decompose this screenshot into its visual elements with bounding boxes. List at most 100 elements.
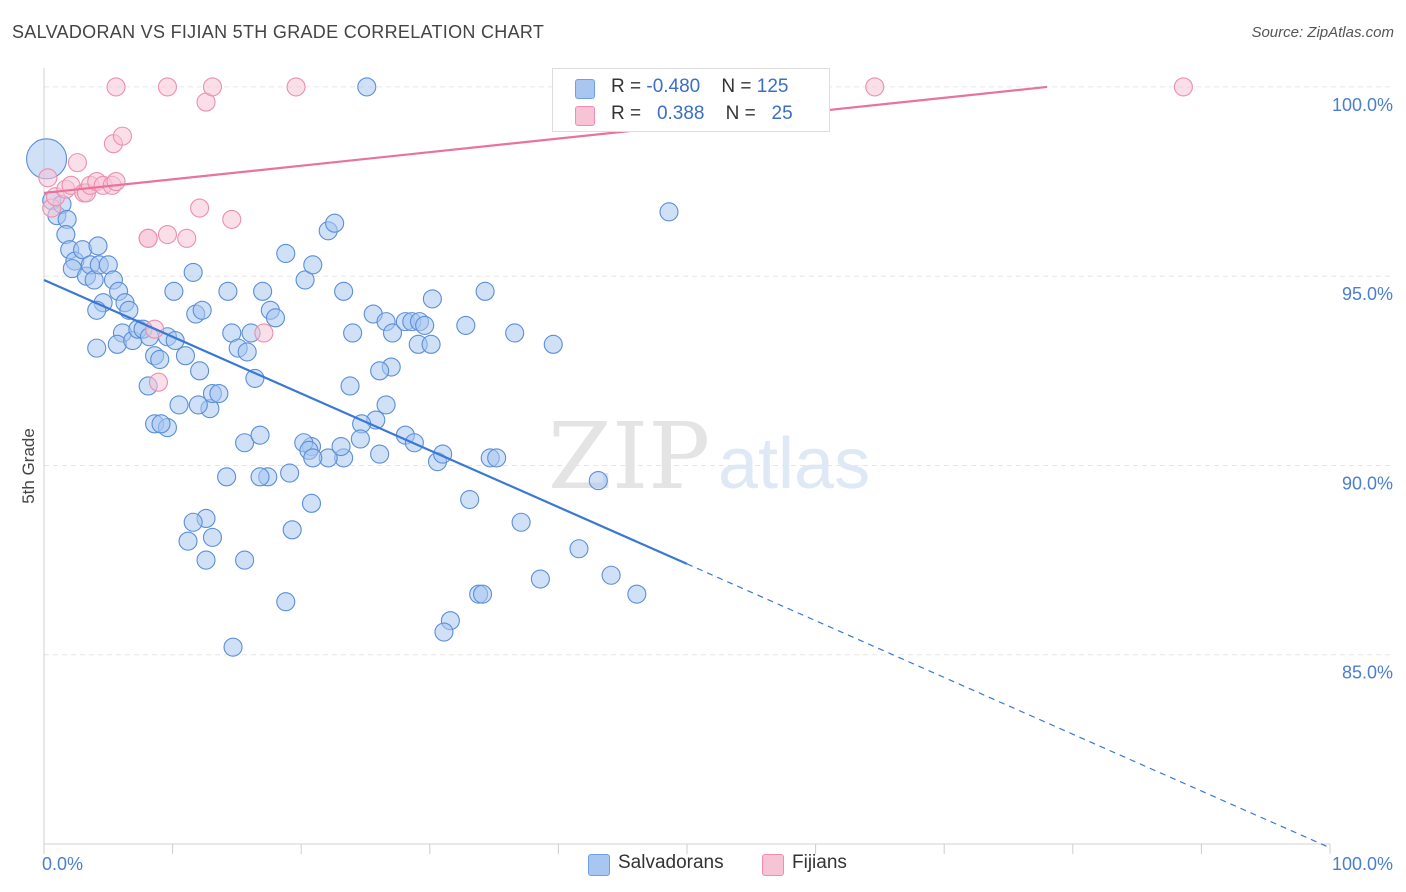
r-value: -0.480	[646, 76, 701, 97]
fijian-trend-line	[43, 85, 1048, 195]
salvadoran-trend-line	[43, 278, 688, 565]
data-point	[38, 168, 58, 188]
data-point	[157, 77, 178, 97]
data-point	[164, 281, 184, 301]
swatch-fijians	[762, 854, 784, 876]
data-point	[588, 471, 608, 491]
data-point	[190, 198, 210, 218]
data-point	[190, 361, 210, 381]
salvadoran-trend-extension	[686, 563, 1331, 849]
data-point	[370, 361, 390, 381]
data-point	[334, 281, 354, 301]
data-point	[202, 527, 223, 547]
data-point	[627, 584, 647, 604]
data-point	[151, 414, 171, 434]
data-point	[87, 338, 107, 358]
data-point	[460, 489, 480, 510]
data-point	[303, 255, 323, 275]
data-point	[237, 342, 257, 362]
data-point	[331, 436, 351, 457]
y-tick-label: 100.0%	[1332, 95, 1393, 115]
data-point	[569, 539, 589, 559]
y-tick-label: 95.0%	[1342, 284, 1393, 304]
data-point	[217, 467, 237, 487]
data-point	[1173, 77, 1193, 97]
y-axis-label: 5th Grade	[19, 428, 38, 504]
label-fijians: Fijians	[792, 852, 847, 873]
data-point	[202, 77, 223, 97]
r-value: 0.388	[656, 103, 705, 124]
y-tick-label: 85.0%	[1342, 663, 1393, 683]
data-point	[456, 315, 476, 335]
watermark: ZIP atlas	[548, 403, 870, 510]
data-point	[434, 622, 454, 642]
data-point	[222, 209, 242, 229]
data-point	[254, 323, 274, 343]
data-point	[218, 281, 238, 301]
legend-text: R = -0.480 N = 125	[611, 76, 788, 98]
data-point	[303, 448, 323, 468]
data-point	[177, 228, 197, 248]
correlation-legend: R = -0.480 N = 125 R = 0.388 N = 25	[552, 68, 830, 132]
data-point	[157, 225, 178, 245]
label-salvadorans: Salvadorans	[618, 852, 724, 873]
data-point	[382, 323, 403, 343]
data-point	[192, 300, 212, 320]
data-point	[530, 569, 550, 589]
data-point	[196, 550, 216, 570]
data-point	[543, 334, 563, 354]
data-point	[422, 289, 442, 309]
data-point	[601, 565, 621, 585]
data-point	[487, 448, 507, 468]
n-value: 125	[756, 76, 789, 97]
watermark-zip: ZIP	[548, 403, 710, 510]
data-point	[343, 323, 363, 343]
n-label: N =	[721, 76, 757, 97]
data-point	[282, 520, 302, 540]
data-point	[235, 433, 255, 453]
data-point	[376, 395, 396, 415]
y-tick-label: 90.0%	[1342, 473, 1393, 493]
data-point	[280, 463, 300, 483]
data-point	[340, 376, 360, 396]
data-point	[209, 383, 229, 404]
source-credit: Source: ZipAtlas.com	[1251, 24, 1394, 41]
data-point	[183, 262, 203, 282]
data-point	[475, 281, 495, 301]
data-point	[276, 592, 296, 612]
data-point	[357, 77, 377, 97]
data-point	[223, 637, 243, 657]
x-tick-label: 100.0%	[1332, 854, 1393, 874]
chart-title: SALVADORAN VS FIJIAN 5TH GRADE CORRELATI…	[12, 22, 545, 42]
swatch-salvadorans	[588, 854, 610, 876]
legend-swatch-pink	[575, 106, 595, 126]
fijian-points	[38, 77, 1193, 392]
tick-labels: 100.0% 95.0% 90.0% 85.0% 0.0% 100.0%	[42, 95, 1393, 874]
data-point	[88, 236, 108, 256]
data-point	[188, 395, 208, 415]
data-point	[253, 281, 273, 301]
data-point	[112, 126, 132, 146]
data-point	[175, 346, 196, 366]
legend-text: R = 0.388 N = 25	[611, 103, 793, 125]
data-point	[350, 429, 370, 449]
data-point	[265, 308, 286, 328]
data-point	[505, 323, 525, 343]
data-point	[659, 202, 679, 222]
data-point	[106, 77, 126, 97]
data-point	[370, 444, 390, 464]
data-point	[421, 334, 441, 354]
data-point	[301, 493, 322, 513]
n-label: N =	[725, 103, 761, 124]
data-point	[250, 425, 270, 445]
data-point	[235, 550, 255, 570]
data-point	[178, 531, 198, 551]
data-point	[150, 349, 170, 370]
data-point	[415, 315, 435, 335]
data-point	[138, 228, 158, 248]
data-point	[325, 213, 345, 233]
data-point	[511, 512, 531, 532]
data-point	[67, 153, 87, 173]
data-point	[250, 467, 270, 487]
data-point	[472, 584, 493, 604]
